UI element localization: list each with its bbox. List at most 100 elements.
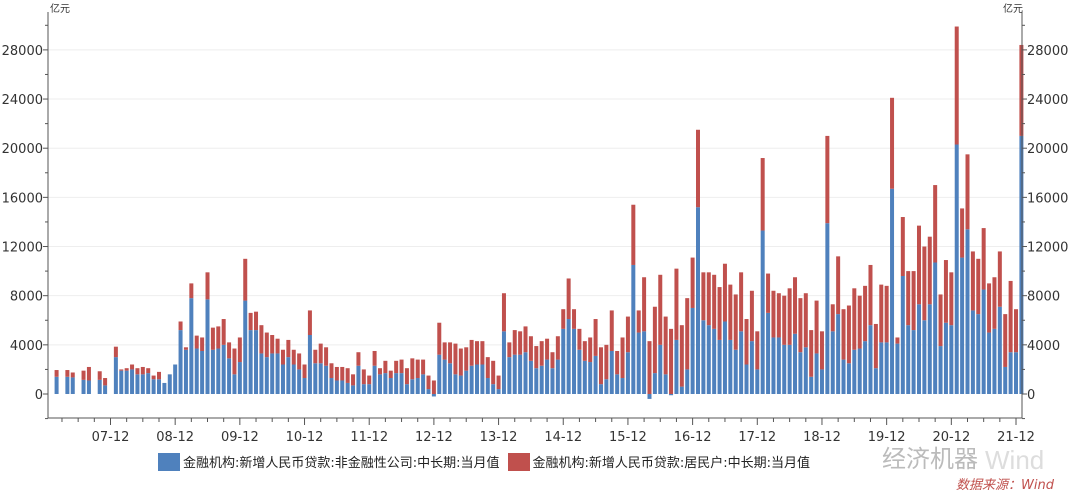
bar-corporate bbox=[900, 276, 905, 394]
bar-corporate bbox=[873, 368, 878, 394]
bar-corporate bbox=[836, 314, 841, 394]
bar-household bbox=[351, 374, 356, 386]
bar-corporate bbox=[749, 341, 754, 394]
bar-household bbox=[916, 225, 921, 305]
bar-corporate bbox=[415, 378, 420, 394]
bar-household bbox=[307, 310, 312, 336]
bar-household bbox=[302, 364, 307, 379]
bar-corporate bbox=[507, 357, 512, 394]
bar-corporate bbox=[970, 310, 975, 394]
bar-corporate bbox=[658, 344, 663, 394]
bar-corporate bbox=[377, 374, 382, 394]
y-tick-label-right: 16000 bbox=[1027, 191, 1068, 206]
bar-household bbox=[200, 337, 205, 351]
bar-corporate bbox=[733, 349, 738, 394]
bar-corporate bbox=[846, 363, 851, 394]
bar-household bbox=[582, 341, 587, 361]
bar-corporate bbox=[690, 307, 695, 394]
y-tick-label-right: 20000 bbox=[1027, 142, 1068, 157]
bar-corporate bbox=[652, 373, 657, 394]
bar-corporate bbox=[97, 379, 102, 394]
bar-corporate bbox=[598, 384, 603, 394]
bar-corporate bbox=[798, 352, 803, 394]
bar-household bbox=[895, 337, 900, 344]
bar-corporate bbox=[879, 342, 884, 394]
bar-household bbox=[113, 346, 118, 358]
bar-household bbox=[119, 369, 124, 371]
bar-household bbox=[399, 359, 404, 374]
bar-household bbox=[550, 352, 555, 369]
bar-household bbox=[690, 257, 695, 308]
bar-household bbox=[868, 264, 873, 326]
bar-corporate bbox=[464, 370, 469, 394]
bar-corporate bbox=[394, 373, 399, 394]
bar-corporate bbox=[518, 354, 523, 394]
bar-corporate bbox=[803, 347, 808, 394]
bar-household bbox=[151, 375, 156, 380]
bar-household bbox=[523, 326, 528, 353]
bar-household bbox=[103, 378, 108, 386]
legend-label-corporate: 金融机构:新增人民币贷款:非金融性公司:中长期:当月值 bbox=[183, 456, 500, 471]
bar-corporate bbox=[162, 382, 167, 394]
bar-household bbox=[879, 284, 884, 343]
bar-household bbox=[987, 283, 992, 333]
bar-household bbox=[243, 258, 248, 301]
bar-household bbox=[442, 342, 447, 360]
bar-corporate bbox=[200, 350, 205, 394]
bar-corporate bbox=[663, 374, 668, 394]
bar-household bbox=[846, 305, 851, 364]
bar-corporate bbox=[81, 379, 86, 394]
bar-corporate bbox=[151, 379, 156, 394]
bar-corporate bbox=[388, 378, 393, 394]
bar-corporate bbox=[410, 379, 415, 394]
bar-household bbox=[259, 325, 264, 354]
bar-corporate bbox=[771, 337, 776, 394]
bar-corporate bbox=[766, 312, 771, 394]
bar-household bbox=[992, 277, 997, 329]
bar-corporate bbox=[119, 370, 124, 394]
bar-corporate bbox=[103, 385, 108, 394]
bar-household bbox=[469, 339, 474, 366]
gridlines bbox=[48, 49, 1022, 346]
bar-household bbox=[604, 344, 609, 380]
bar-corporate bbox=[113, 357, 118, 394]
bar-household bbox=[620, 337, 625, 379]
bar-corporate bbox=[997, 306, 1002, 394]
bar-household bbox=[873, 323, 878, 369]
bar-corporate bbox=[259, 353, 264, 394]
bar-corporate bbox=[399, 373, 404, 394]
bar-corporate bbox=[491, 384, 496, 394]
bar-household bbox=[313, 349, 318, 364]
y-tick-label-right: 28000 bbox=[1027, 44, 1068, 59]
bar-household bbox=[286, 339, 291, 358]
bar-household bbox=[410, 358, 415, 380]
bar-household bbox=[787, 288, 792, 345]
x-tick-label: 12-12 bbox=[415, 430, 453, 445]
bar-household bbox=[124, 368, 129, 371]
bar-corporate bbox=[264, 357, 269, 394]
bar-corporate bbox=[685, 369, 690, 394]
bar-corporate bbox=[609, 350, 614, 394]
bar-household bbox=[361, 369, 366, 385]
bar-household bbox=[340, 366, 345, 381]
bar-corporate bbox=[173, 364, 178, 394]
bar-corporate bbox=[469, 365, 474, 394]
bar-household bbox=[712, 274, 717, 329]
bar-household bbox=[528, 336, 533, 361]
bar-household bbox=[588, 337, 593, 363]
bar-corporate bbox=[221, 344, 226, 394]
bar-household bbox=[954, 26, 959, 145]
bar-household bbox=[631, 204, 636, 265]
bar-household bbox=[733, 294, 738, 350]
bar-corporate bbox=[631, 264, 636, 394]
bar-household bbox=[254, 311, 259, 331]
x-tick-label: 14-12 bbox=[544, 430, 582, 445]
bar-household bbox=[183, 347, 188, 350]
bar-corporate bbox=[135, 374, 140, 394]
bar-corporate bbox=[356, 365, 361, 394]
bar-corporate bbox=[943, 322, 948, 394]
y-tick-label-left: 4000 bbox=[10, 339, 43, 354]
bar-household bbox=[205, 272, 210, 300]
bar-corporate bbox=[205, 299, 210, 394]
x-tick-label: 08-12 bbox=[156, 430, 194, 445]
